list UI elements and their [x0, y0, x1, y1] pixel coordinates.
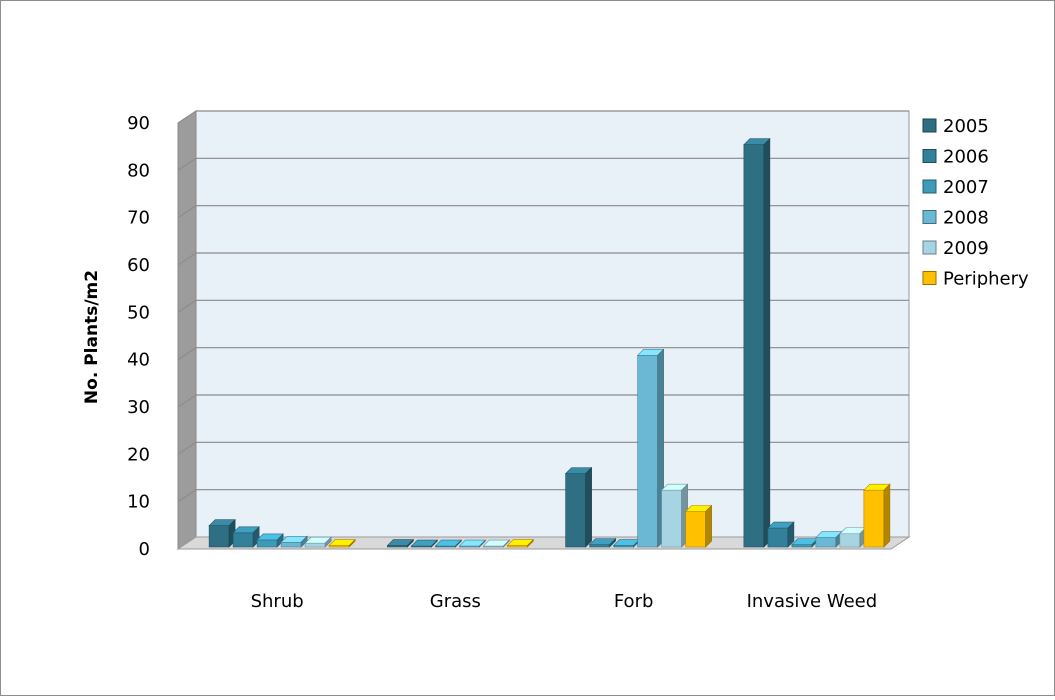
bar — [482, 539, 511, 548]
y-axis-label: No. Plants/m2 — [82, 270, 102, 404]
bar — [410, 539, 439, 548]
y-tick-label: 60 — [127, 255, 150, 276]
bar — [458, 539, 487, 548]
bar — [386, 538, 415, 548]
plot-walls — [176, 110, 911, 550]
gridline-side — [177, 157, 197, 171]
legend-item: 2006 — [922, 147, 989, 168]
legend: 2005 2006 2007 2008 2009 Periphery — [922, 116, 1029, 290]
legend-label: 2008 — [943, 208, 989, 229]
gridline-side — [177, 489, 197, 503]
bar — [280, 535, 308, 548]
bar — [863, 483, 891, 548]
y-tick-label: 20 — [127, 444, 150, 465]
y-tick-label: 70 — [127, 208, 150, 229]
x-axis: Shrub Grass Forb Invasive Weed — [251, 591, 878, 612]
legend-label: 2005 — [943, 116, 989, 137]
x-tick-label: Shrub — [251, 591, 304, 612]
bar — [743, 137, 771, 548]
bar — [256, 533, 284, 548]
bar — [636, 348, 665, 548]
legend-item: 2005 — [922, 116, 989, 137]
bar — [564, 466, 593, 548]
bar — [839, 527, 867, 548]
bar — [660, 483, 689, 548]
y-tick-label: 30 — [127, 397, 150, 418]
legend-swatch — [922, 118, 937, 133]
legend-swatch — [922, 271, 937, 285]
x-tick-label: Forb — [614, 591, 654, 612]
gridline-side — [177, 347, 197, 361]
y-tick-label: 10 — [127, 492, 150, 513]
legend-swatch — [922, 179, 937, 194]
legend-label: 2007 — [943, 177, 989, 198]
bar — [232, 526, 260, 548]
bar — [434, 539, 463, 548]
plot-side-wall — [177, 110, 197, 550]
legend-label: Periphery — [943, 269, 1029, 290]
bar — [304, 536, 332, 548]
legend-item: 2008 — [922, 208, 989, 229]
legend-label: 2006 — [943, 147, 989, 168]
x-tick-label: Grass — [430, 591, 481, 612]
y-tick-label: 90 — [127, 113, 150, 134]
bar — [684, 504, 713, 548]
gridline-side — [177, 110, 197, 124]
legend-swatch — [922, 149, 937, 163]
legend-item: 2007 — [922, 177, 989, 198]
y-tick-label: 50 — [127, 302, 150, 323]
bar — [328, 538, 356, 548]
legend-item: Periphery — [922, 269, 1029, 290]
bars — [208, 137, 891, 548]
y-tick-label: 0 — [139, 539, 150, 560]
bar — [506, 538, 535, 548]
gridline-side — [177, 441, 197, 455]
y-tick-label: 80 — [127, 160, 150, 181]
gridline-side — [177, 252, 197, 266]
y-axis: 0 10 20 30 40 50 60 70 80 90 — [127, 113, 150, 560]
y-tick-label: 40 — [127, 350, 150, 371]
x-tick-label: Invasive Weed — [747, 591, 878, 612]
legend-swatch — [922, 210, 937, 224]
bar — [588, 537, 617, 548]
gridline-side — [177, 205, 197, 219]
legend-item: 2009 — [922, 238, 989, 259]
plot-back-wall — [195, 110, 910, 538]
bar — [767, 521, 795, 548]
bar — [815, 530, 843, 548]
gridlines — [177, 110, 909, 503]
legend-label: 2009 — [943, 238, 989, 259]
gridline-side — [177, 394, 197, 408]
gridline-side — [177, 299, 197, 313]
bar — [208, 518, 236, 548]
legend-swatch — [922, 240, 937, 255]
